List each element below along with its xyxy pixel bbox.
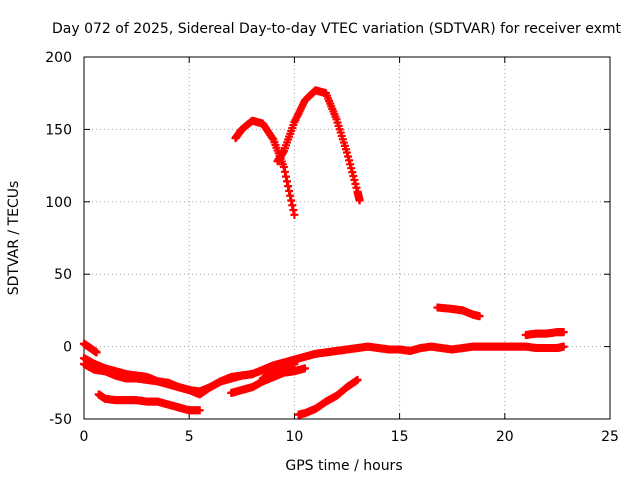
plot-frame — [83, 56, 611, 420]
series-arc-night-high — [521, 328, 568, 340]
y-tick-label: -50 — [49, 412, 72, 428]
series-arc-evening-high — [433, 303, 484, 321]
series-arc-hump-1 — [231, 116, 299, 219]
series-arc-hump-2 — [273, 86, 364, 205]
grid — [84, 57, 610, 419]
y-axis-label: SDTVAR / TECUs — [6, 181, 22, 296]
axis-ticks: 0 5 10 15 20 25 -50 0 50 100 150 200 — [45, 50, 619, 445]
x-tick-label: 15 — [391, 429, 409, 445]
y-tick-label: 150 — [45, 122, 72, 138]
data-point — [195, 406, 204, 415]
x-tick-label: 0 — [80, 429, 89, 445]
x-tick-label: 20 — [496, 429, 514, 445]
data-point — [353, 375, 362, 384]
data-point — [559, 342, 568, 351]
data-point — [92, 348, 101, 357]
data-point — [290, 210, 299, 219]
data-point — [300, 364, 309, 373]
y-tick-label: 0 — [63, 340, 72, 356]
y-tick-label: 50 — [54, 267, 72, 283]
series-arc-rising — [294, 375, 362, 419]
series-arc-start-drop — [80, 339, 101, 357]
series-arc-late-morning — [258, 359, 299, 383]
data-point — [355, 196, 364, 205]
x-axis-label: GPS time / hours — [285, 458, 402, 474]
x-tick-label: 25 — [601, 429, 619, 445]
series-arc-lower — [94, 390, 204, 415]
y-tick-label: 200 — [45, 50, 72, 66]
data-point — [559, 328, 568, 337]
x-tick-label: 10 — [285, 429, 303, 445]
y-tick-label: 100 — [45, 195, 72, 211]
data-point — [290, 359, 299, 368]
series-arc-near-zero-2 — [80, 342, 568, 399]
data-layer — [80, 86, 568, 419]
x-tick-label: 5 — [185, 429, 194, 445]
chart-title: Day 072 of 2025, Sidereal Day-to-day VTE… — [52, 21, 622, 37]
data-point — [475, 312, 484, 321]
